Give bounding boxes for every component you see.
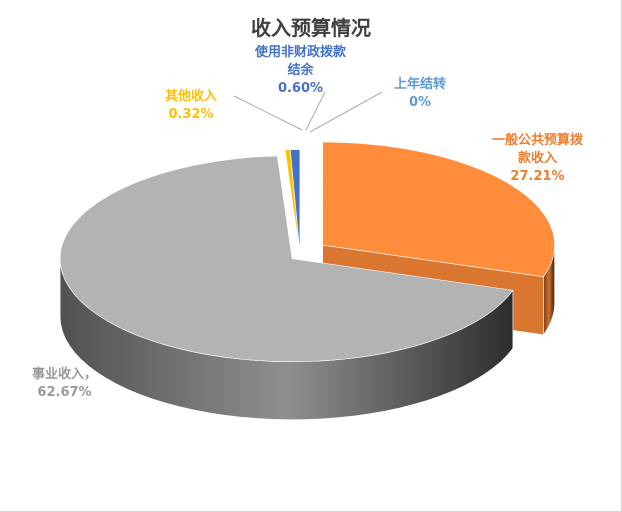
slice-top-3 xyxy=(284,149,301,253)
leader-line xyxy=(309,91,383,133)
label-text: 结余 xyxy=(287,63,314,78)
leader-line xyxy=(305,91,326,131)
label-percent: 0.32% xyxy=(168,107,214,122)
slice-top-1 xyxy=(322,141,555,278)
label-percent: 62.67% xyxy=(37,385,92,400)
label-general-budget: 一般公共预算拨 款收入 27.21% xyxy=(492,132,583,186)
slice-top-4 xyxy=(289,149,301,253)
label-text: 上年结转 xyxy=(394,77,447,92)
label-carryover: 上年结转 0% xyxy=(394,76,446,112)
label-other-income: 其他收入 0.32% xyxy=(165,88,217,124)
slice-top-2 xyxy=(59,155,514,363)
label-text: 一般公共预算拨 xyxy=(492,133,584,148)
label-text: 款收入 xyxy=(518,151,558,166)
label-text: 事业收入， xyxy=(32,367,98,382)
label-percent: 0.60% xyxy=(277,81,324,96)
label-non-fiscal-balance: 使用非财政拨款 结余 0.60% xyxy=(255,44,346,98)
label-percent: 27.21% xyxy=(510,169,565,184)
chart-title: 收入预算情况 xyxy=(251,16,371,40)
label-text: 使用非财政拨款 xyxy=(255,45,347,60)
label-text: 其他收入 xyxy=(165,89,218,104)
label-percent: 0% xyxy=(408,95,432,110)
label-business-income: 事业收入， 62.67% xyxy=(32,366,97,402)
leader-line xyxy=(233,95,303,131)
